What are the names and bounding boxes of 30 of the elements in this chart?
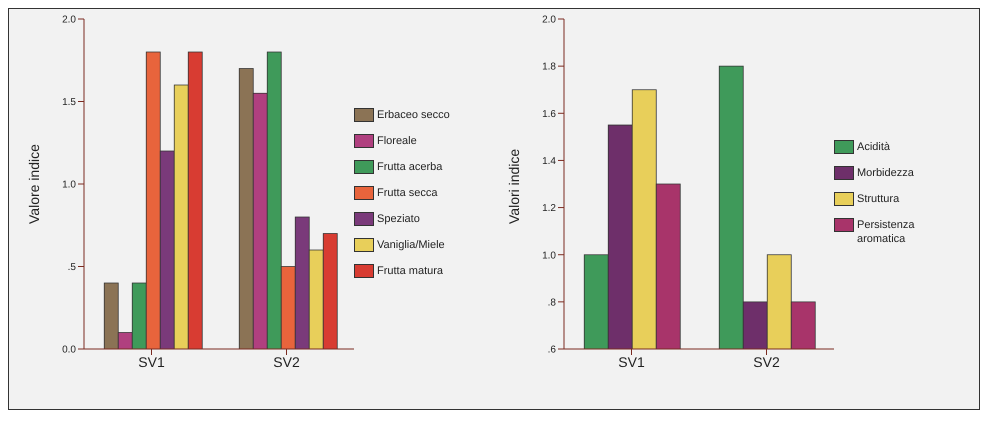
y-tick-label: 1.4 [542, 156, 556, 167]
y-axis-title: Valore indice [26, 144, 42, 224]
y-tick-label: .5 [68, 262, 76, 274]
legend-label: Morbidezza [857, 166, 914, 180]
legend-label: Struttura [857, 192, 900, 206]
x-tick-label: SV1 [138, 354, 165, 370]
y-tick-label: 1.5 [62, 97, 76, 108]
y-tick-label: 1.2 [542, 203, 556, 214]
x-tick-label: SV2 [753, 354, 780, 370]
y-tick-label: 1.6 [542, 108, 556, 120]
legend-label: Frutta secca [377, 186, 438, 200]
legend-label: Acidità [857, 140, 890, 154]
y-axis-title: Valori indice [506, 148, 522, 224]
legend-label: Frutta matura [377, 264, 444, 278]
y-tick-label: 2.0 [62, 14, 76, 26]
legend-label: Persistenza aromatica [857, 218, 916, 246]
y-tick-label: 0.0 [62, 344, 76, 356]
y-tick-label: 2.0 [542, 14, 556, 26]
y-tick-label: .6 [548, 344, 556, 356]
x-tick-label: SV1 [618, 354, 645, 370]
legend-label: Speziato [377, 212, 420, 226]
legend-label: Erbaceo secco [377, 108, 450, 122]
legend-label: Frutta acerba [377, 160, 442, 174]
y-tick-label: .8 [548, 297, 556, 308]
y-tick-label: 1.0 [542, 250, 556, 262]
x-tick-label: SV2 [273, 354, 300, 370]
legend-label: Vaniglia/Miele [377, 238, 445, 252]
y-tick-label: 1.0 [62, 180, 76, 191]
legend-label: Floreale [377, 134, 417, 148]
y-tick-label: 1.8 [542, 62, 556, 73]
